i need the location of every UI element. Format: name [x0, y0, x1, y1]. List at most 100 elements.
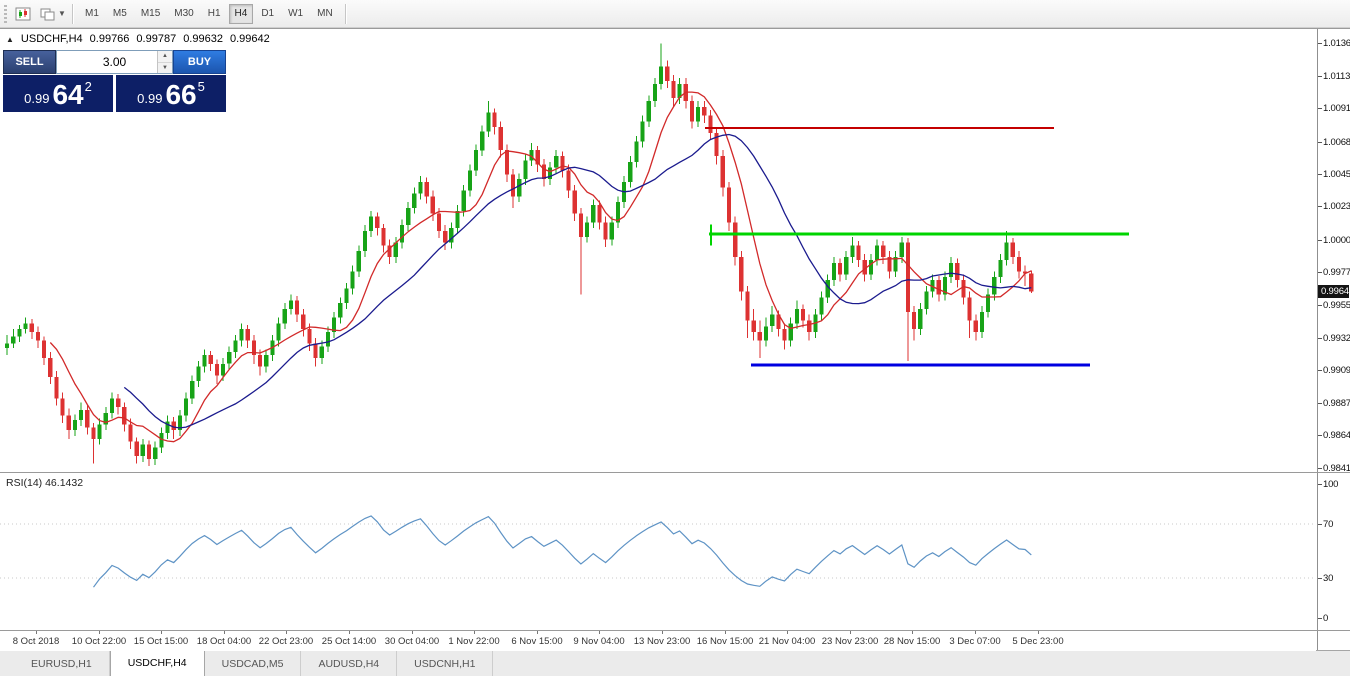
time-axis-tick	[537, 631, 538, 634]
timeframe-button-m15[interactable]: M15	[140, 8, 161, 19]
time-axis-tick	[349, 631, 350, 634]
horizontal-lines-layer	[705, 126, 1129, 367]
price-axis-label: 0.98645	[1323, 430, 1350, 441]
time-axis-label: 3 Dec 07:00	[949, 636, 1001, 647]
price-axis-tick	[1318, 108, 1322, 109]
tab-eurusd-h1[interactable]: EURUSD,H1	[14, 651, 110, 676]
rsi-axis-label: 30	[1323, 573, 1334, 584]
price-axis-tick	[1318, 76, 1322, 77]
price-axis-label: 1.00680	[1323, 137, 1350, 148]
ohlc-close: 0.99642	[229, 33, 270, 45]
time-axis-label: 8 Oct 2018	[12, 636, 60, 647]
time-axis-label: 13 Nov 23:00	[633, 636, 691, 647]
buy-button[interactable]: BUY	[173, 50, 226, 74]
timeframe-button-h4[interactable]: H4	[228, 3, 254, 24]
time-axis-tick	[1038, 631, 1039, 634]
timeframe-button-m5[interactable]: M5	[112, 8, 127, 19]
time-axis-tick	[599, 631, 600, 634]
timeframe-buttons: M1 M5 M15 M30 H1 H4 D1 W1 MN	[78, 0, 340, 28]
timeframe-button-w1[interactable]: W1	[288, 8, 304, 19]
price-axis-label: 1.01360	[1323, 38, 1350, 49]
chart-tabs-bar: EURUSD,H1 USDCHF,H4 USDCAD,M5 AUDUSD,H4 USDC…	[0, 650, 1350, 676]
chart-window-icon[interactable]	[11, 3, 35, 25]
price-axis-tick	[1318, 468, 1322, 469]
chart-ohlc-header: ▲ USDCHF,H4 0.99766 0.99787 0.99632 0.99…	[6, 33, 270, 45]
price-scale[interactable]: 1.01360 1.01135 1.00910 1.00680 1.00455 1.002…	[1317, 29, 1350, 650]
tab-usdchf-h4[interactable]: USDCHF,H4	[109, 650, 205, 676]
price-axis-label: 0.98415	[1323, 463, 1350, 474]
buy-price-display[interactable]: 0.99 66 5	[116, 75, 226, 112]
rsi-value-label: RSI(14) 46.1432	[6, 477, 84, 489]
rsi-line	[93, 515, 1032, 588]
time-axis-label: 23 Nov 23:00	[821, 636, 879, 647]
sell-price-display[interactable]: 0.99 64 2	[3, 75, 113, 112]
price-axis-tick	[1318, 403, 1322, 404]
price-axis-tick	[1318, 240, 1322, 241]
toolbar: ▼ M1 M5 M15 M30 H1 H4 D1 W1 MN	[0, 0, 1350, 28]
time-axis-tick	[912, 631, 913, 634]
trade-panel-toggle-icon[interactable]: ▲	[6, 34, 14, 44]
sell-price-pip: 2	[84, 79, 92, 94]
volume-input[interactable]: 3.00 ▲ ▼	[56, 50, 173, 74]
time-axis[interactable]: 8 Oct 2018 10 Oct 22:00 15 Oct 15:00 18 Oct…	[0, 631, 1316, 651]
buy-price-big: 66	[165, 79, 197, 110]
symbol-period-label: USDCHF,H4	[20, 33, 83, 45]
time-axis-label: 22 Oct 23:00	[258, 636, 314, 647]
rsi-axis-tick	[1318, 618, 1322, 619]
price-axis-label: 1.01135	[1323, 71, 1350, 82]
one-click-trading-panel: SELL 3.00 ▲ ▼ BUY 0.99 64 2 0.99	[3, 50, 226, 112]
current-price-badge: 0.99642	[1318, 285, 1350, 298]
chevron-down-icon[interactable]: ▼	[58, 9, 66, 18]
time-axis-label: 18 Oct 04:00	[196, 636, 252, 647]
volume-value: 3.00	[102, 55, 127, 69]
rsi-axis-tick	[1318, 578, 1322, 579]
pane-separator[interactable]	[0, 630, 1350, 631]
moving-average-layer	[49, 91, 1032, 443]
tab-audusd-h4[interactable]: AUDUSD,H4	[301, 651, 398, 676]
timeframe-button-mn[interactable]: MN	[317, 8, 333, 19]
price-axis-label: 1.00230	[1323, 201, 1350, 212]
spinner-down-button[interactable]: ▼	[162, 64, 168, 71]
timeframe-button-m30[interactable]: M30	[174, 8, 194, 19]
sell-button[interactable]: SELL	[3, 50, 56, 74]
layout-windows-icon	[40, 8, 55, 20]
buy-price-pip: 5	[197, 79, 205, 94]
ohlc-open: 0.99766	[89, 33, 130, 45]
price-axis-tick	[1318, 370, 1322, 371]
rsi-indicator-pane[interactable]	[0, 473, 1316, 630]
time-axis-tick	[787, 631, 788, 634]
price-axis-tick	[1318, 272, 1322, 273]
time-axis-tick	[36, 631, 37, 634]
time-axis-label: 15 Oct 15:00	[133, 636, 189, 647]
volume-spinner: ▲ ▼	[157, 51, 172, 73]
spinner-up-button[interactable]: ▲	[158, 51, 172, 63]
time-axis-label: 5 Dec 23:00	[1012, 636, 1064, 647]
time-axis-label: 9 Nov 04:00	[573, 636, 625, 647]
toolbar-grip[interactable]	[4, 4, 7, 23]
timeframe-button-d1[interactable]: D1	[261, 8, 275, 19]
sell-price-big: 64	[52, 79, 84, 110]
buy-price-small: 0.99	[137, 91, 163, 106]
time-axis-tick	[161, 631, 162, 634]
timeframe-button-m1[interactable]: M1	[85, 8, 99, 19]
price-axis-tick	[1318, 43, 1322, 44]
time-axis-tick	[99, 631, 100, 634]
price-axis-label: 0.99775	[1323, 267, 1350, 278]
price-axis-tick	[1318, 142, 1322, 143]
tab-usdcnh-h1[interactable]: USDCNH,H1	[397, 651, 494, 676]
tab-usdcad-m5[interactable]: USDCAD,M5	[205, 651, 302, 676]
pane-separator[interactable]	[0, 472, 1350, 473]
ohlc-high: 0.99787	[136, 33, 177, 45]
sell-price-small: 0.99	[24, 91, 50, 106]
time-axis-label: 25 Oct 14:00	[321, 636, 377, 647]
time-axis-tick	[725, 631, 726, 634]
time-axis-tick	[412, 631, 413, 634]
rsi-axis-tick	[1318, 524, 1322, 525]
chart-layout-icon[interactable]	[35, 3, 59, 25]
price-chart-pane[interactable]	[0, 29, 1316, 472]
timeframe-button-h1[interactable]: H1	[207, 8, 221, 19]
time-axis-tick	[850, 631, 851, 634]
toolbar-separator	[344, 3, 346, 24]
